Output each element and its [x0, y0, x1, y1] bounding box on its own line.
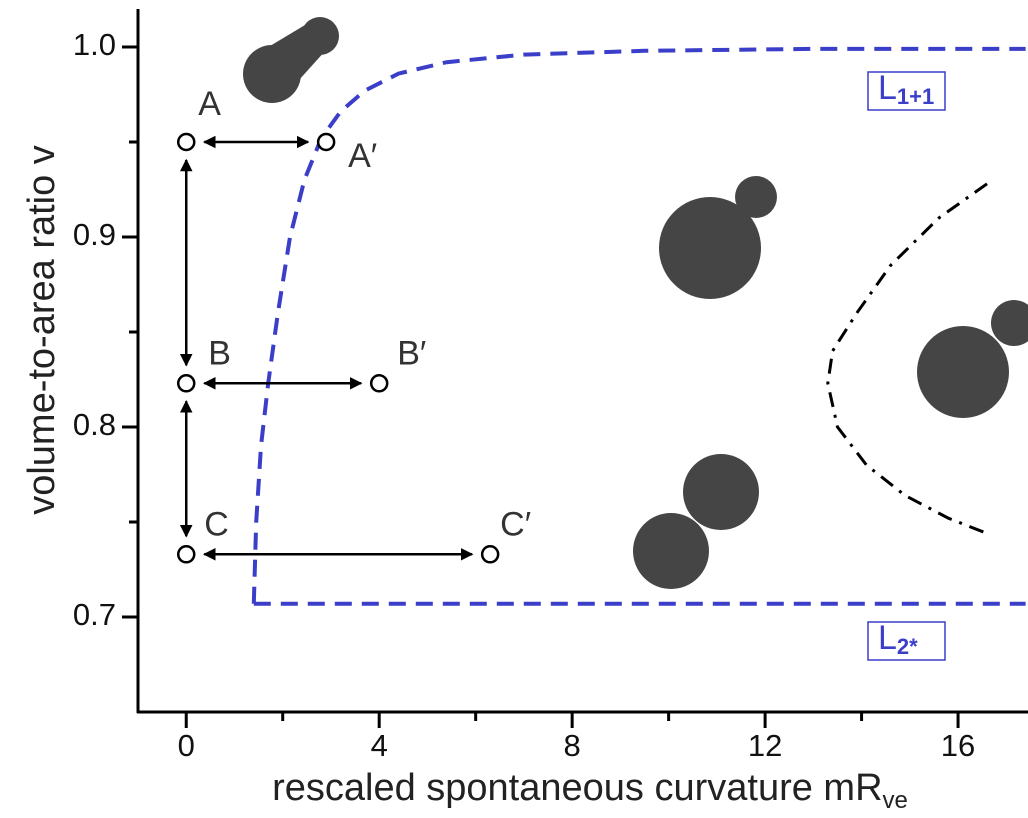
point-label: C′ — [500, 505, 531, 543]
vesicle-bud-small — [735, 176, 777, 218]
vesicle-pear-tip — [301, 17, 339, 55]
y-axis-label: volume-to-area ratio v — [21, 145, 63, 515]
x-tick-label: 8 — [564, 728, 581, 763]
vesicle-twin — [633, 513, 709, 589]
point-label: A′ — [348, 137, 377, 175]
x-tick-label: 4 — [371, 728, 388, 763]
curve-label-sub: 2* — [897, 634, 918, 659]
x-tick-label: 16 — [941, 728, 975, 763]
curve-label-sub: 1+1 — [897, 84, 934, 109]
point-label: B′ — [397, 334, 426, 372]
state-point — [371, 375, 387, 391]
x-tick-label: 12 — [748, 728, 782, 763]
x-axis-label: rescaled spontaneous curvature mRve — [272, 767, 908, 814]
x-axis-label-sub: ve — [883, 787, 908, 814]
y-tick-label: 0.8 — [73, 407, 116, 442]
vesicle-twin — [683, 454, 759, 530]
chart: rescaled spontaneous curvature mRve volu… — [0, 0, 1028, 818]
point-label: C — [204, 505, 229, 543]
state-point — [178, 134, 194, 150]
point-label: A — [198, 85, 221, 123]
y-tick-label: 0.7 — [73, 597, 116, 632]
state-point — [482, 546, 498, 562]
vesicle-bud-small — [991, 300, 1028, 346]
curve-label-main: L — [878, 619, 897, 657]
state-point — [178, 546, 194, 562]
curve-label-main: L — [878, 69, 897, 107]
x-tick-label: 0 — [178, 728, 195, 763]
state-point — [318, 134, 334, 150]
y-tick-label: 1.0 — [73, 27, 116, 62]
x-axis-label-main: rescaled spontaneous curvature mR — [272, 767, 882, 809]
page: rescaled spontaneous curvature mRve volu… — [0, 0, 1028, 818]
y-tick-label: 0.9 — [73, 217, 116, 252]
curve — [254, 49, 1026, 604]
point-label: B — [208, 334, 231, 372]
state-point — [178, 375, 194, 391]
vesicle-bud-large — [917, 326, 1009, 418]
